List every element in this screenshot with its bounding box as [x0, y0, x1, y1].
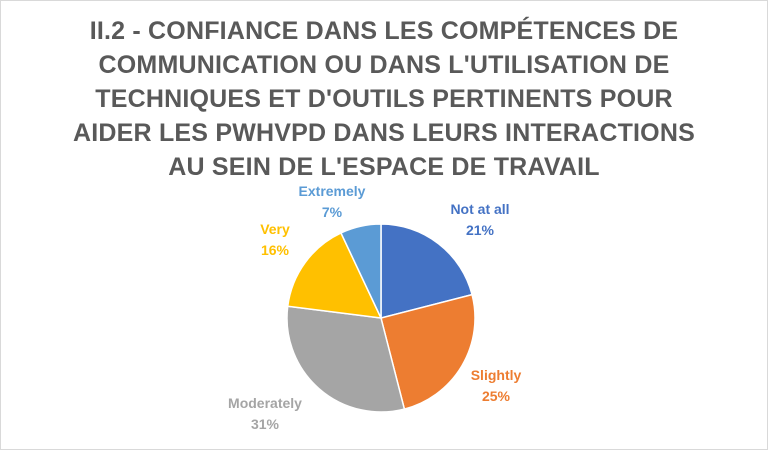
slice-label-very: Very [260, 221, 290, 237]
pie-slice-extremely [339, 223, 382, 319]
slice-label-not-at-all: Not at all [450, 201, 509, 217]
slice-value-moderately: 31% [251, 416, 280, 432]
slice-value-slightly: 25% [482, 388, 511, 404]
slice-value-very: 16% [261, 242, 290, 258]
pie-labels: Not at all 21% Slightly 25% Moderately 31% Ver… [228, 183, 521, 432]
slice-value-not-at-all: 21% [466, 222, 495, 238]
chart-title-line-4: AIDER LES PWHVPD DANS LEURS INTERACTIONS [73, 119, 695, 147]
chart-title-line-1: II.2 - CONFIANCE DANS LES COMPÉTENCES DE [89, 17, 679, 45]
slice-label-extremely: Extremely [299, 183, 366, 199]
pie-slice-slightly [380, 293, 476, 410]
pie-slice-very [286, 231, 383, 319]
pie-slice-not-at-all [380, 223, 473, 319]
slice-value-extremely: 7% [322, 204, 343, 220]
slice-label-moderately: Moderately [228, 395, 302, 411]
chart-title-line-5: AU SEIN DE L'ESPACE DE TRAVAIL [168, 153, 600, 181]
chart-title-line-3: TECHNIQUES ET D'OUTILS PERTINENTS POUR [95, 85, 673, 113]
pie-slice-moderately [286, 305, 406, 413]
chart-title-line-2: COMMUNICATION OU DANS L'UTILISATION DE [98, 51, 670, 79]
pie-slices [286, 223, 476, 413]
chart-title: II.2 - CONFIANCE DANS LES COMPÉTENCES DE… [0, 14, 768, 184]
slice-label-slightly: Slightly [471, 367, 522, 383]
